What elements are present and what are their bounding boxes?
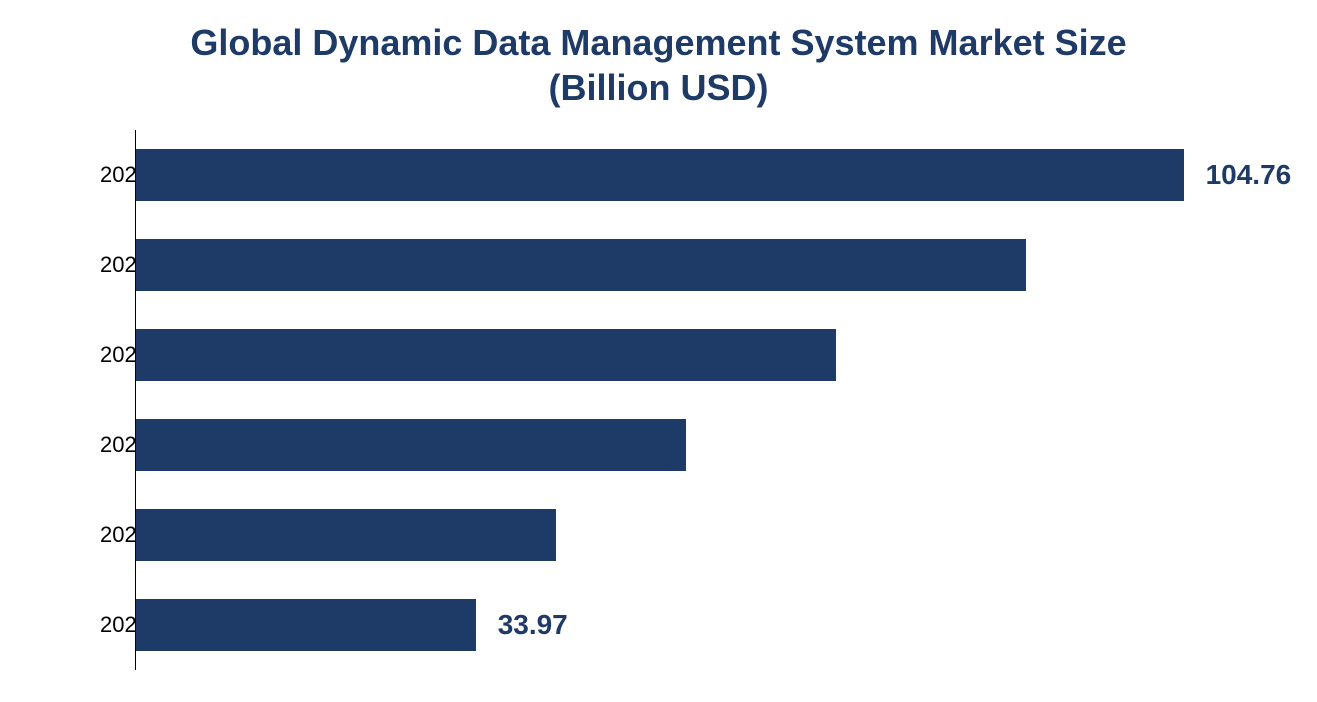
bar-wrap [136, 329, 1277, 381]
bar-row: 2025 [100, 400, 1277, 490]
bar-row: 2024 [100, 490, 1277, 580]
y-axis-label: 2026 [100, 342, 130, 368]
bar [136, 419, 686, 471]
bar-row: 2027 [100, 220, 1277, 310]
bar-wrap [136, 419, 1277, 471]
chart-title: Global Dynamic Data Management System Ma… [40, 20, 1277, 110]
y-axis-label: 2023 [100, 612, 130, 638]
bar-row: 2028104.76 [100, 130, 1277, 220]
bar-wrap: 33.97 [136, 599, 1277, 651]
bar [136, 239, 1026, 291]
bar-row: 2023 33.97 [100, 580, 1277, 670]
bar-wrap: 104.76 [136, 149, 1277, 201]
value-label: 33.97 [498, 609, 568, 641]
bar-row: 2026 [100, 310, 1277, 400]
bar-wrap [136, 239, 1277, 291]
y-axis-label: 2027 [100, 252, 130, 278]
chart-title-line1: Global Dynamic Data Management System Ma… [40, 20, 1277, 65]
bar [136, 329, 836, 381]
bar [136, 509, 556, 561]
y-axis-label: 2025 [100, 432, 130, 458]
bar [136, 149, 1184, 201]
y-axis-label: 2024 [100, 522, 130, 548]
chart-title-line2: (Billion USD) [40, 65, 1277, 110]
bars-container: 2028104.76 2027 2026 2025 2024 2023 33.97 [100, 130, 1277, 670]
chart-area: 2028104.76 2027 2026 2025 2024 2023 33.97 [100, 130, 1277, 670]
bar [136, 599, 476, 651]
y-axis-label: 2028 [100, 162, 130, 188]
value-label: 104.76 [1206, 159, 1292, 191]
bar-wrap [136, 509, 1277, 561]
